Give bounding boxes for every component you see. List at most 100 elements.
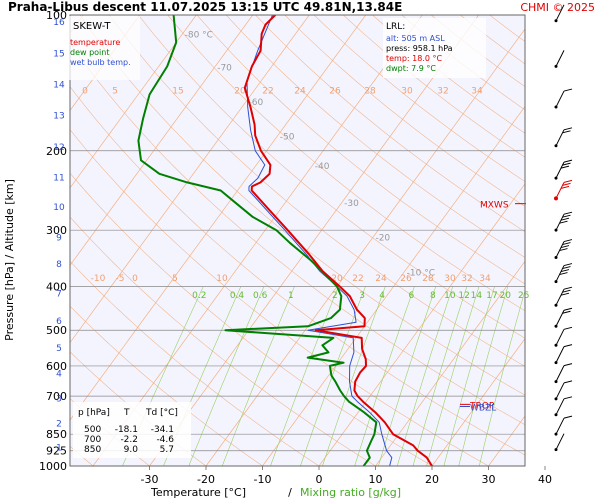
adiabat-label: 30 xyxy=(401,86,413,96)
mixing-ratio-label: 25 xyxy=(518,291,529,301)
isotherm-line xyxy=(70,15,254,266)
altitude-tick-label: 12 xyxy=(53,143,64,153)
wind-barb-base xyxy=(554,280,558,284)
wind-barb-flag xyxy=(560,245,570,249)
wind-barb-staff xyxy=(555,382,565,400)
wind-barb-staff xyxy=(555,4,565,22)
lrl-heading: LRL: xyxy=(386,22,405,32)
wind-barb-base xyxy=(554,343,558,347)
altitude-tick-label: 3 xyxy=(56,395,62,405)
wind-barb-staff xyxy=(555,50,565,67)
adiabat-label: 32 xyxy=(461,274,472,284)
altitude-tick-label: 9 xyxy=(56,234,62,244)
altitude-tick-label: 6 xyxy=(56,317,62,327)
adiabat-label: 5 xyxy=(172,274,178,284)
wind-barb-flag xyxy=(563,380,573,384)
wind-barb-base xyxy=(554,432,558,436)
x-axis-title-temperature: Temperature [°C] xyxy=(150,486,246,499)
wind-barb-flag xyxy=(562,266,571,270)
wind-barb-staff xyxy=(555,398,565,416)
altitude-tick-label: 7 xyxy=(56,289,62,299)
dry-adiabat-line xyxy=(79,15,525,396)
lrl-temp: temp: 18.0 °C xyxy=(386,54,443,63)
dry-adiabat-line xyxy=(138,15,525,339)
x-tick-label: 0 xyxy=(316,473,323,486)
pressure-tick-label: 400 xyxy=(46,281,67,294)
x-tick-label: 10 xyxy=(369,473,383,486)
pressure-tick-label: 1000 xyxy=(39,460,67,473)
wind-barb-flag xyxy=(563,363,573,367)
mixing-ratio-label: 0.4 xyxy=(230,291,245,301)
lrl-background xyxy=(383,18,486,78)
legend-dewpoint: dew point xyxy=(70,48,110,57)
pressure-tick-label: 300 xyxy=(46,224,67,237)
adiabat-label: 32 xyxy=(437,86,448,96)
pressure-tick-label: 700 xyxy=(46,390,67,403)
wind-barb-flag xyxy=(563,159,573,163)
dry-adiabat-line xyxy=(167,15,525,312)
pressure-tick-label: 500 xyxy=(46,324,67,337)
table-cell: 5.7 xyxy=(160,445,174,455)
wind-barb-flag xyxy=(560,292,570,296)
adiabat-label: -5 xyxy=(116,274,125,284)
wind-barb-flag xyxy=(559,220,568,224)
isotherm-line xyxy=(431,338,525,466)
adiabat-label: 20 xyxy=(234,86,246,96)
isotherm-label: -60 xyxy=(249,98,264,108)
isotherm-line xyxy=(70,15,310,344)
level-table-background xyxy=(73,402,191,458)
isotherm-label: -10 °C xyxy=(407,268,435,278)
table-header-td: Td [°C] xyxy=(145,408,178,418)
isotherm-line xyxy=(149,15,480,466)
dry-adiabat-line xyxy=(70,42,525,426)
dry-adiabat-line xyxy=(196,15,525,285)
isotherm-line xyxy=(205,28,525,466)
table-header-p: p [hPa] xyxy=(78,408,110,418)
mixing-ratio-label: 10 xyxy=(444,291,456,301)
wind-barb-staff xyxy=(555,365,565,382)
wind-barb-flag xyxy=(563,239,573,243)
wind-barb-flag xyxy=(563,286,573,290)
wind-barb-base xyxy=(554,196,558,201)
wind-barb-staff xyxy=(555,346,565,363)
adiabat-label: 22 xyxy=(262,86,273,96)
wind-barb-base xyxy=(554,448,558,452)
table-cell: -4.6 xyxy=(156,435,174,445)
mixing-ratio-label: 1 xyxy=(288,291,294,301)
series-line-wet-bulb-temp xyxy=(246,15,393,466)
wind-barb-base xyxy=(554,19,558,23)
wind-barb-flag xyxy=(560,269,570,273)
wind-barb-flag xyxy=(562,310,571,314)
dry-adiabat-line xyxy=(255,15,525,233)
altitude-tick-label: 10 xyxy=(53,203,65,213)
credit-text: CHMI © 2025 xyxy=(520,1,595,14)
wind-barb-staff xyxy=(555,433,565,450)
isotherm-line xyxy=(262,105,525,466)
wind-barb-flag xyxy=(563,396,573,400)
altitude-tick-label: 14 xyxy=(53,81,65,91)
altitude-tick-label: 8 xyxy=(56,260,62,270)
altitude-tick-label: 16 xyxy=(53,18,65,28)
isotherm-label: -40 xyxy=(315,162,330,172)
pressure-tick-label: 100 xyxy=(46,9,67,22)
lrl-alt: alt: 505 m ASL xyxy=(386,34,445,43)
legend-temperature: temperature xyxy=(70,38,120,47)
wind-barb-flag xyxy=(559,248,568,252)
adiabat-label: 34 xyxy=(479,274,491,284)
x-axis-title-separator: / xyxy=(288,486,292,499)
wind-barb-base xyxy=(554,144,558,148)
mixing-ratio-label: 17 xyxy=(486,291,497,301)
wind-barb-base xyxy=(554,413,558,417)
adiabat-label: 15 xyxy=(172,86,183,96)
wind-barb-base xyxy=(554,105,558,109)
wind-barb-base xyxy=(554,176,558,180)
wind-barb-flag xyxy=(560,165,570,169)
altitude-tick-label: 5 xyxy=(56,344,62,354)
x-axis-title: Temperature [°C] / Mixing ratio [g/kg] xyxy=(150,486,401,499)
wind-barb-staff xyxy=(555,329,565,346)
wind-barb-base xyxy=(554,324,558,328)
wind-barb-flag xyxy=(562,130,571,134)
wind-barb-staff xyxy=(555,417,565,435)
annotation-trop: TROP xyxy=(469,401,495,411)
